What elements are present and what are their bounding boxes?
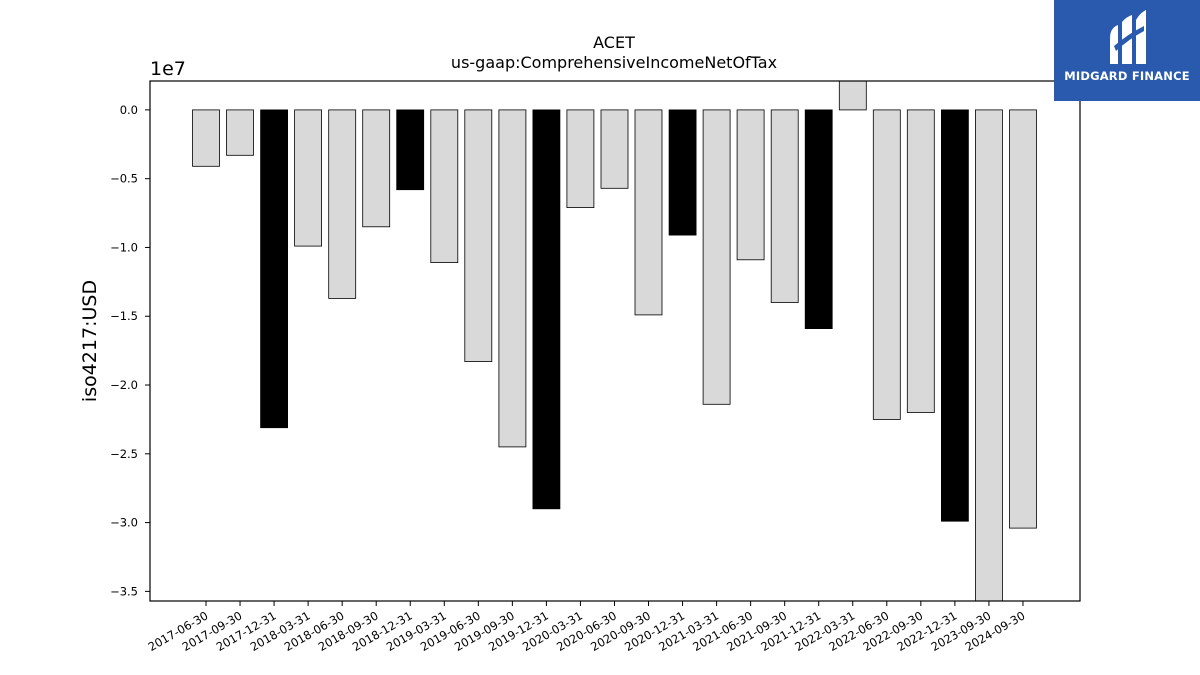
y-axis-label: iso4217:USD — [79, 280, 101, 402]
bar-2018-03-31 — [294, 109, 323, 247]
bar-2017-06-30 — [192, 109, 220, 167]
bar-2017-12-31 — [260, 109, 289, 429]
bar-2022-12-31 — [941, 109, 969, 522]
y-tick-label: −1.0 — [110, 240, 138, 254]
bar-2019-12-31 — [532, 109, 561, 510]
bars-group — [192, 80, 1037, 602]
y-tick-label: −3.0 — [110, 516, 138, 530]
logo-text: MIDGARD FINANCE — [1064, 69, 1190, 83]
y-axis-offset-label: 1e7 — [150, 58, 186, 80]
y-tick-label: −1.5 — [110, 309, 138, 323]
bar-2020-03-31 — [566, 109, 595, 208]
bar-2021-09-30 — [770, 109, 799, 303]
bar-2022-03-31 — [838, 80, 867, 111]
bar-2018-09-30 — [362, 109, 391, 228]
bar-2024-09-30 — [1009, 109, 1037, 529]
bar-2019-03-31 — [430, 109, 459, 263]
bar-2017-09-30 — [226, 109, 254, 156]
bar-2021-03-31 — [702, 109, 731, 405]
y-tick-label: 0.0 — [120, 103, 138, 117]
bar-2022-06-30 — [872, 109, 901, 420]
bar-2021-06-30 — [736, 109, 765, 261]
bar-2019-09-30 — [498, 109, 527, 448]
y-tick-label: −2.5 — [110, 447, 138, 461]
bar-2021-12-31 — [804, 109, 833, 329]
bar-2020-06-30 — [600, 109, 629, 189]
chart-subtitle: us-gaap:ComprehensiveIncomeNetOfTax — [451, 53, 777, 72]
bar-2023-09-30 — [975, 109, 1003, 602]
bar-2020-12-31 — [668, 109, 697, 236]
midgard-logo-icon — [1110, 10, 1146, 64]
bar-2022-09-30 — [906, 109, 935, 413]
y-tick-label: −0.5 — [110, 172, 138, 186]
midgard-finance-logo: MIDGARD FINANCE — [1054, 0, 1200, 101]
plot-frame — [149, 80, 1081, 602]
chart-title: ACET — [593, 33, 635, 52]
y-tick-label: −2.0 — [110, 378, 138, 392]
y-ticks-group: 0.0 −0.5 −1.0 −1.5 −2.0 −2.5 −3.0 −3.5 — [110, 103, 150, 598]
bar-2019-06-30 — [464, 109, 493, 362]
y-tick-label: −3.5 — [110, 584, 138, 598]
bar-2018-12-31 — [396, 109, 425, 191]
bar-2018-06-30 — [328, 109, 357, 299]
bar-2020-09-30 — [634, 109, 663, 316]
x-ticks-group: 2017-06-302017-09-302017-12-312018-03-31… — [146, 601, 1027, 654]
